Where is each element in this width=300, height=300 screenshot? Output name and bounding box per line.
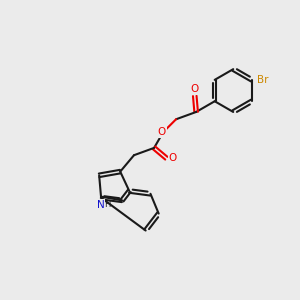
Text: H: H [104,200,111,209]
Text: O: O [158,127,166,137]
Text: Br: Br [257,75,269,85]
Text: O: O [190,84,199,94]
Text: N: N [97,200,104,210]
Text: O: O [169,153,177,163]
